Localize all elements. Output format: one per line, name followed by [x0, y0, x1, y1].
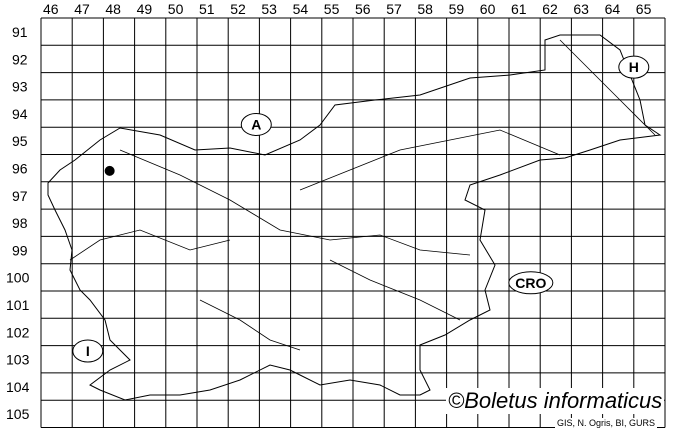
column-label: 61: [511, 1, 527, 17]
country-label: CRO: [515, 275, 546, 291]
row-label: 97: [12, 188, 28, 204]
column-label: 62: [542, 1, 558, 17]
row-label: 96: [12, 161, 28, 177]
column-label: 58: [417, 1, 433, 17]
column-label: 54: [293, 1, 309, 17]
column-label: 57: [386, 1, 402, 17]
column-label: 50: [168, 1, 184, 17]
column-label: 49: [137, 1, 153, 17]
column-label: 63: [573, 1, 589, 17]
row-label: 98: [12, 215, 28, 231]
country-label-oval: [72, 339, 104, 363]
column-label: 60: [480, 1, 496, 17]
column-label: 55: [324, 1, 340, 17]
column-label: 59: [449, 1, 465, 17]
column-label: 46: [43, 1, 59, 17]
row-label: 103: [6, 352, 30, 368]
grid: [40, 17, 666, 428]
row-label: 93: [12, 79, 28, 95]
copyright-text: ©Boletus informaticus: [446, 388, 665, 414]
column-label: 56: [355, 1, 371, 17]
rivers: [69, 39, 656, 351]
column-label: 48: [105, 1, 121, 17]
column-label: 47: [74, 1, 90, 17]
row-label: 105: [6, 406, 30, 422]
country-label: I: [86, 343, 90, 359]
row-label: 104: [6, 379, 30, 395]
row-label: 102: [6, 324, 30, 340]
row-label: 94: [12, 106, 28, 122]
row-label: 100: [6, 270, 30, 286]
row-label: 101: [6, 297, 30, 313]
row-label: 92: [12, 51, 28, 67]
country-label-oval: [508, 271, 554, 295]
country-label: A: [251, 116, 261, 132]
column-label: 53: [261, 1, 277, 17]
country-label: H: [629, 59, 639, 75]
country-label-oval: [240, 112, 272, 136]
row-label: 95: [12, 133, 28, 149]
data-credit: GIS, N. Ogris, BI, GURS: [555, 418, 658, 428]
column-label: 64: [605, 1, 621, 17]
row-label: 99: [12, 242, 28, 258]
country-border: [47, 34, 662, 401]
occurrence-dot: [104, 165, 115, 176]
country-label-oval: [618, 55, 650, 79]
column-label: 65: [636, 1, 652, 17]
row-label: 91: [12, 24, 28, 40]
column-label: 51: [199, 1, 215, 17]
column-label: 52: [230, 1, 246, 17]
